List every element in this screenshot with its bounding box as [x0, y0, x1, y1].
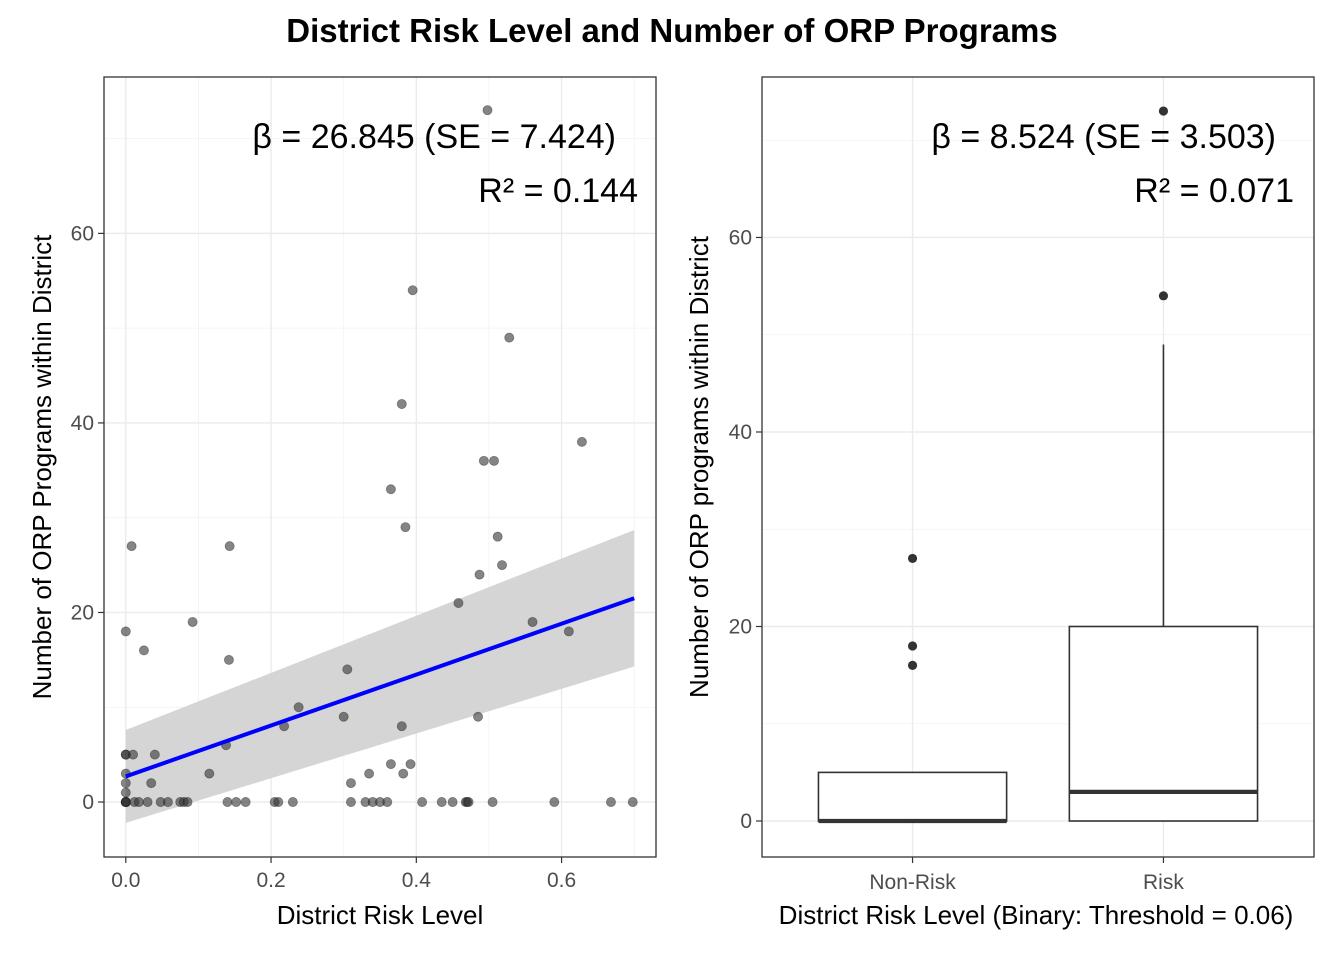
scatter-point	[436, 797, 447, 808]
scatter-point	[133, 797, 144, 808]
regression-line	[125, 596, 635, 779]
scatter-y-tick-label: 60	[71, 222, 94, 245]
scatter-point	[382, 797, 393, 808]
boxplot-panel-border	[761, 76, 1315, 858]
scatter-point	[473, 711, 484, 722]
boxplot-outlier	[907, 660, 918, 671]
scatter-point	[224, 541, 235, 552]
boxplot-x-axis-title: District Risk Level (Binary: Threshold =…	[779, 900, 1294, 930]
scatter-point	[120, 797, 131, 808]
scatter-point	[463, 797, 474, 808]
scatter-point	[576, 436, 587, 447]
scatter-x-tick-label: 0.0	[111, 869, 140, 892]
scatter-point	[527, 616, 538, 627]
scatter-point	[345, 778, 356, 789]
boxplot-axis-ticks: Non-Risk Risk 0 20 40 60	[729, 226, 1185, 894]
scatter-x-tick-label: 0.4	[402, 869, 432, 892]
scatter-panel-border	[103, 76, 657, 858]
boxplot-y-tick-label: 40	[729, 421, 752, 444]
scatter-point	[489, 455, 500, 466]
scatter-point	[273, 797, 284, 808]
figure-title: District Risk Level and Number of ORP Pr…	[286, 12, 1057, 49]
scatter-point	[417, 797, 428, 808]
scatter-point	[120, 778, 131, 789]
scatter-point	[385, 759, 396, 770]
scatter-point	[396, 721, 407, 732]
scatter-points	[120, 105, 638, 808]
scatter-point	[474, 569, 485, 580]
boxplot-y-axis-title: Number of ORP programs within District	[684, 235, 714, 698]
scatter-point	[182, 797, 193, 808]
scatter-point	[293, 702, 304, 713]
scatter-point	[396, 398, 407, 409]
boxplot-y-tick-label: 0	[740, 810, 752, 833]
scatter-point	[240, 797, 251, 808]
scatter-point	[504, 332, 515, 343]
scatter-y-tick-label: 40	[71, 412, 94, 435]
scatter-point	[126, 541, 137, 552]
boxplot-box	[1068, 625, 1259, 822]
scatter-point	[405, 759, 416, 770]
scatter-point	[627, 797, 638, 808]
scatter-annotation-beta: β = 26.845 (SE = 7.424)	[252, 118, 616, 156]
scatter-point	[563, 626, 574, 637]
scatter-point	[364, 768, 375, 779]
scatter-point	[453, 598, 464, 609]
scatter-point	[492, 531, 503, 542]
boxplot-x-tick-label: Non-Risk	[869, 871, 956, 894]
boxplot-y-tick-label: 20	[729, 616, 752, 639]
scatter-point	[120, 787, 131, 798]
scatter-point	[187, 616, 198, 627]
scatter-point	[345, 797, 356, 808]
scatter-point	[478, 455, 489, 466]
boxplot-annotation-r2: R² = 0.071	[1134, 172, 1294, 210]
scatter-x-tick-label: 0.2	[256, 869, 285, 892]
boxplot-outlier	[907, 641, 918, 651]
scatter-point	[482, 105, 493, 116]
scatter-y-tick-label: 20	[71, 601, 94, 624]
scatter-point	[223, 654, 234, 665]
boxplot-y-tick-label: 60	[729, 226, 752, 249]
scatter-point	[342, 664, 353, 675]
scatter-y-axis-title: Number of ORP Programs within District	[27, 234, 57, 700]
boxplot-boxes	[817, 106, 1259, 824]
boxplot-x-tick-label: Risk	[1143, 871, 1184, 894]
scatter-point	[400, 522, 411, 533]
scatter-point	[605, 797, 616, 808]
boxplot-outlier	[907, 553, 918, 564]
scatter-point	[338, 711, 349, 722]
scatter-x-axis-title: District Risk Level	[277, 900, 484, 930]
scatter-axis-ticks: 0.0 0.2 0.4 0.6 0 20 40 60	[71, 222, 577, 892]
scatter-point	[204, 768, 215, 779]
scatter-point	[407, 285, 418, 296]
scatter-panel: 0.0 0.2 0.4 0.6 0 20 40 60 β = 26.845 (SE = 7.4…	[27, 76, 657, 930]
boxplot-annotation-beta: β = 8.524 (SE = 3.503)	[931, 118, 1276, 156]
scatter-point	[487, 797, 498, 808]
boxplot-panel: Non-Risk Risk 0 20 40 60 β = 8.524 (SE = 3.50…	[684, 76, 1315, 930]
scatter-point	[222, 797, 233, 808]
scatter-y-tick-label: 0	[82, 791, 94, 814]
boxplot-box	[817, 771, 1008, 822]
scatter-point	[142, 797, 153, 808]
boxplot-outlier	[1158, 106, 1169, 116]
boxplot-outlier	[1158, 291, 1169, 301]
scatter-point	[497, 560, 508, 571]
scatter-point	[287, 797, 298, 808]
scatter-annotation-r2: R² = 0.144	[478, 172, 638, 210]
scatter-x-tick-label: 0.6	[547, 869, 576, 892]
scatter-point	[149, 749, 160, 760]
scatter-point	[138, 645, 149, 656]
scatter-point	[128, 749, 139, 760]
scatter-point	[385, 484, 396, 495]
scatter-point	[549, 797, 560, 808]
scatter-point	[120, 626, 131, 637]
scatter-point	[162, 797, 173, 808]
scatter-point	[447, 797, 458, 808]
regression-confidence-band	[125, 530, 635, 823]
scatter-point	[146, 778, 157, 789]
scatter-point	[231, 797, 242, 808]
scatter-point	[398, 768, 409, 779]
